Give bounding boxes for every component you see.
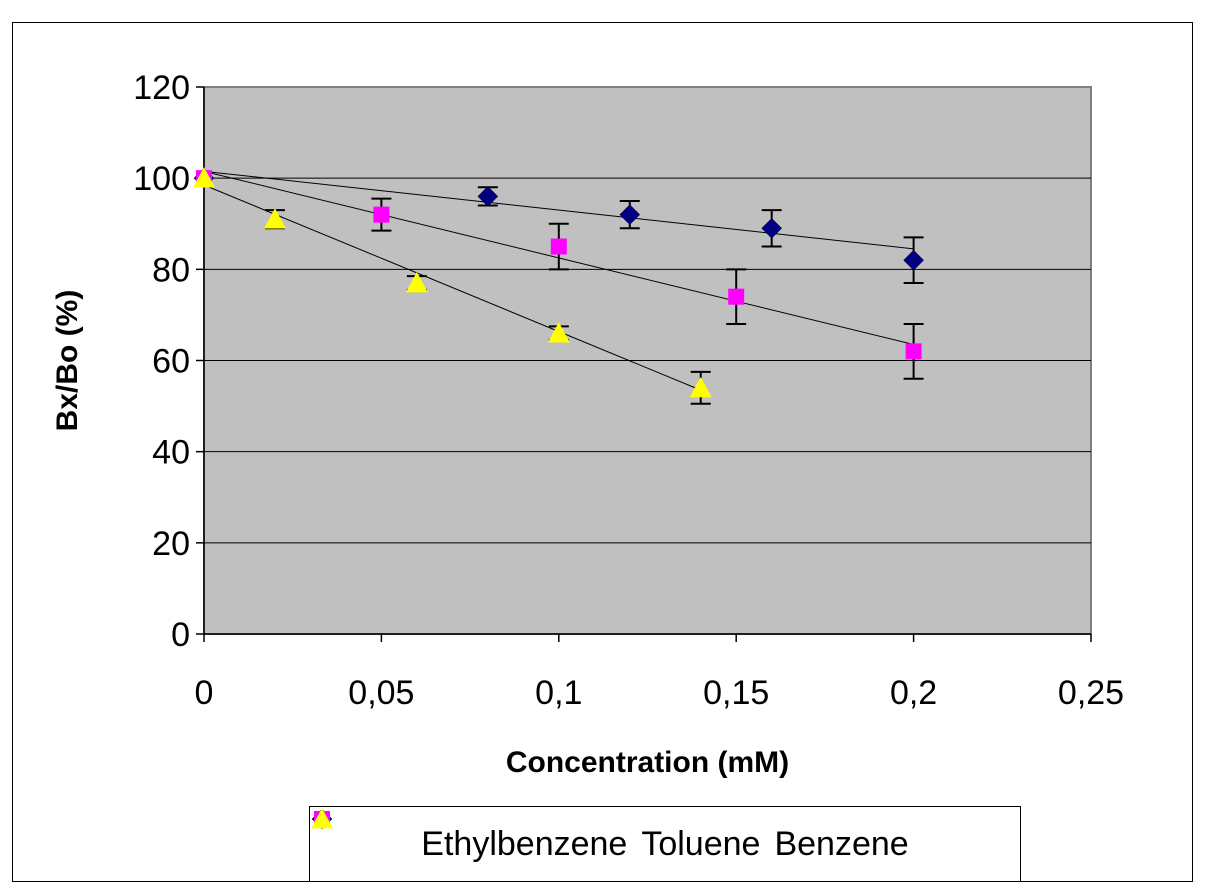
x-tick-label: 0,05 [348, 674, 414, 712]
benzene-point [689, 376, 712, 398]
legend-entry-benzene: Benzene [311, 808, 909, 864]
legend-marker-triangle-icon [311, 808, 333, 829]
legend-label: Toluene [641, 824, 761, 863]
toluene-point [550, 238, 567, 255]
grid-lines [204, 177, 1091, 544]
x-tick-label: 0,1 [535, 674, 582, 712]
ethylbenzene-point [477, 186, 499, 207]
benzene-point [405, 272, 428, 293]
toluene-point [905, 343, 922, 360]
legend: Ethylbenzene Toluene Benzene [309, 806, 1021, 882]
x-axis-title: Concentration (mM) [506, 746, 789, 779]
legend-entry-toluene: Toluene [314, 811, 761, 864]
benzene-point [263, 208, 286, 229]
x-tick-label: 0,2 [890, 674, 937, 712]
y-tick-label: 0 [171, 616, 190, 654]
y-tick-label: 40 [152, 434, 190, 472]
legend-entry-ethylbenzene: Ethylbenzene [311, 808, 628, 864]
benzene-point [547, 322, 570, 343]
x-tick-label: 0,25 [1058, 674, 1124, 712]
benzene-point [193, 167, 215, 188]
legend-marker-shape [311, 808, 333, 829]
toluene-point [728, 288, 745, 305]
ethylbenzene-point [903, 249, 924, 271]
y-tick-labels: 0 20 40 60 80 100 120 [133, 69, 190, 654]
ethylbenzene-trend-line [203, 170, 914, 250]
y-tick-label: 20 [152, 525, 190, 563]
y-axis-title: Bx/Bo (%) [51, 290, 84, 432]
y-tick-label: 120 [133, 69, 190, 107]
benzene-trend-line [203, 184, 701, 391]
x-tick-label: 0,15 [703, 674, 769, 712]
data-markers [193, 167, 924, 398]
legend-label: Benzene [774, 824, 909, 863]
x-tick-label: 0 [195, 674, 214, 712]
y-tick-label: 80 [152, 251, 190, 289]
toluene-point [373, 206, 390, 223]
ethylbenzene-point [761, 217, 783, 239]
legend-label: Ethylbenzene [421, 824, 628, 863]
x-tick-labels: 0 0,05 0,1 0,15 0,2 0,25 [195, 674, 1125, 712]
y-tick-label: 100 [133, 160, 190, 198]
y-tick-label: 60 [152, 343, 190, 381]
ethylbenzene-point [619, 204, 641, 225]
